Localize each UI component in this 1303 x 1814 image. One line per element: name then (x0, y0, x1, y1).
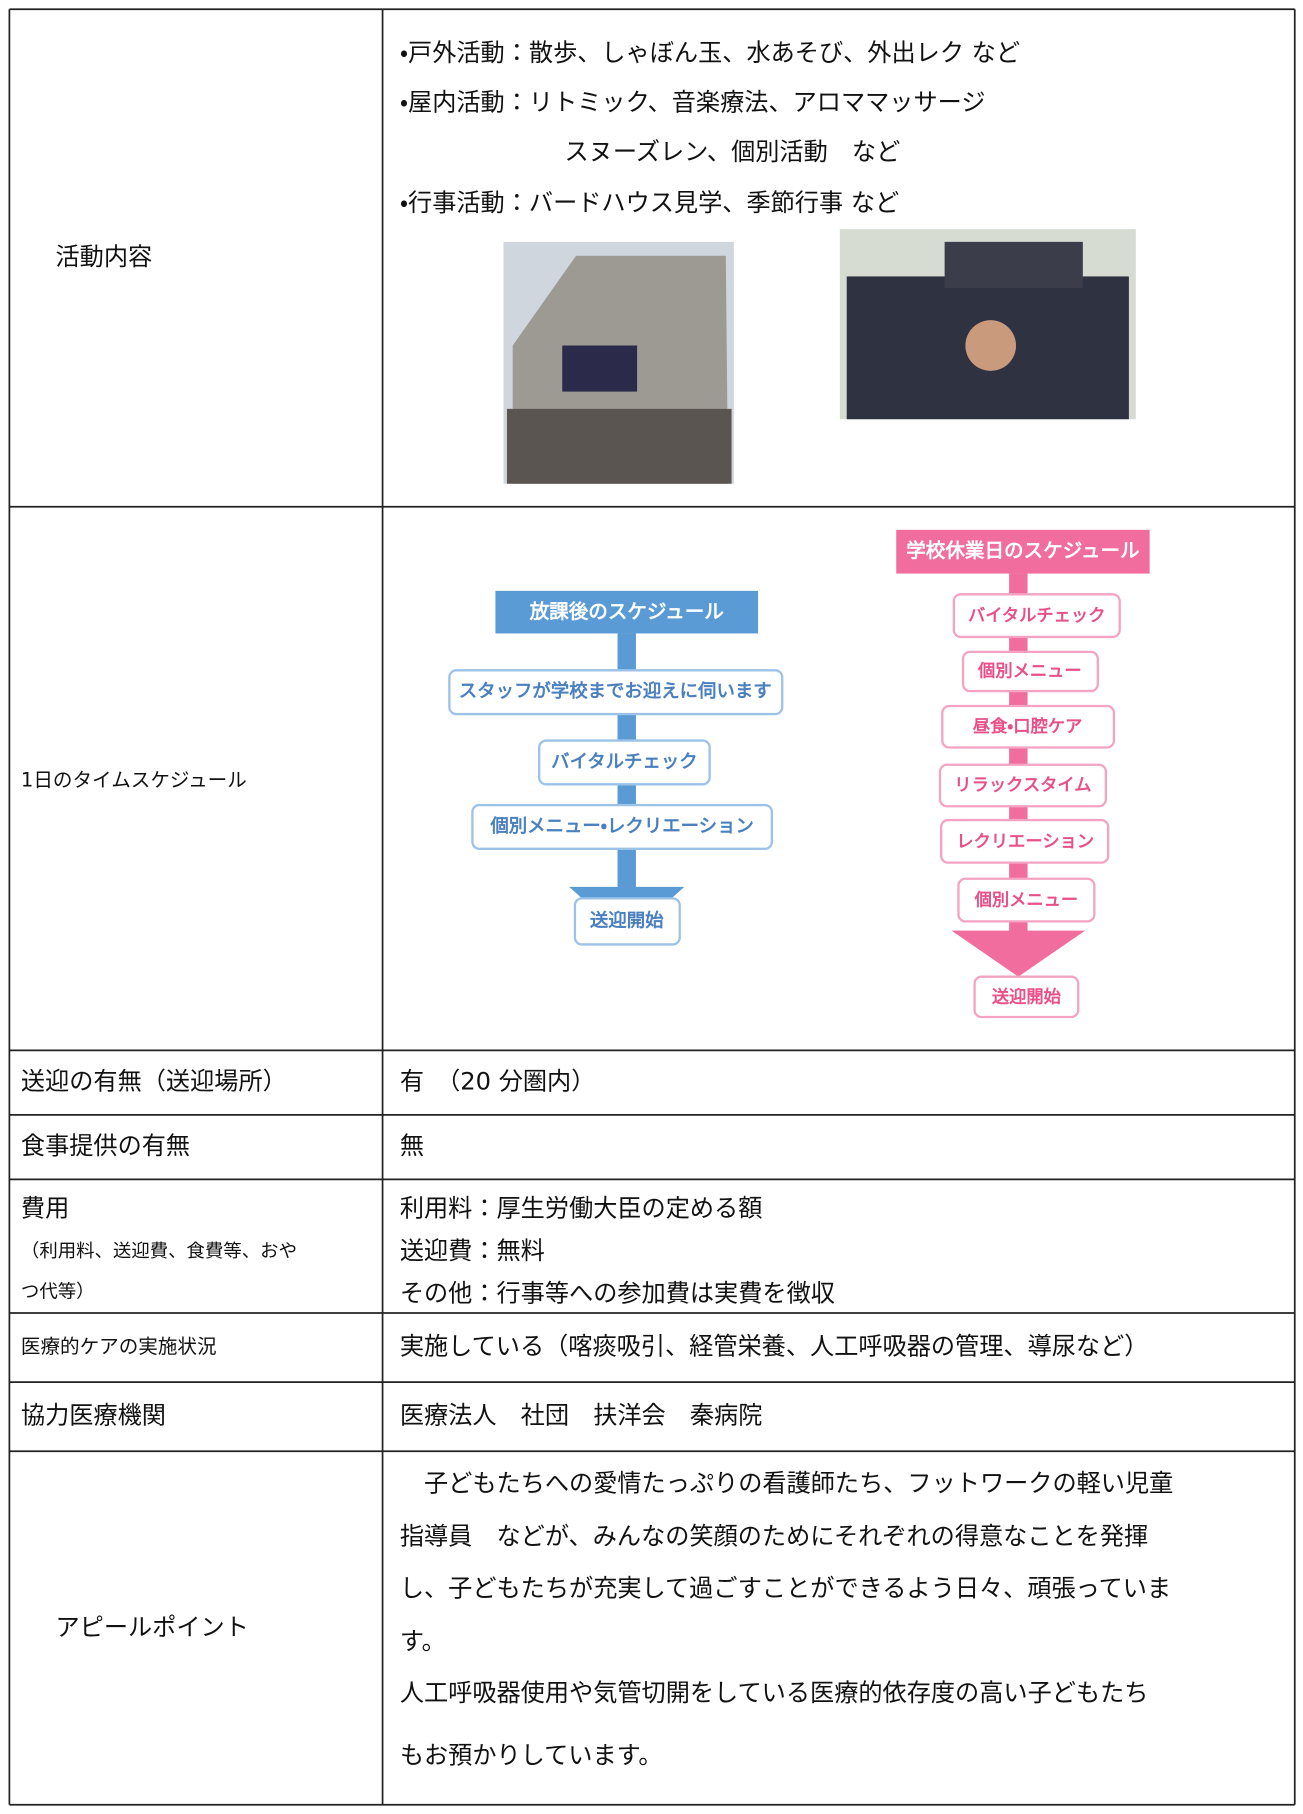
flow-step: 個別メニュー (974, 890, 1079, 911)
row-value: 無 (400, 1132, 424, 1160)
appeal-line: し、子どもたちが充実して過ごすことができるよう日々、頑張っていま (400, 1574, 1171, 1602)
fee-line: 利用料：厚生労働大臣の定める額 (400, 1194, 763, 1222)
row-value: 医療法人 社団 扶洋会 秦病院 (400, 1402, 763, 1430)
flow-step: 個別メニュー・レクリエーション (489, 816, 754, 837)
appeal-line: す。 (400, 1627, 446, 1655)
flow-step: 個別メニュー (977, 660, 1082, 681)
flow-title: 放課後のスケジュール (529, 600, 725, 623)
row-label: 協力医療機関 (21, 1402, 166, 1430)
photo-building (503, 241, 734, 484)
table-grid (8, 8, 1296, 1806)
row-value: 実施している（喀痰吸引、経管栄養、人工呼吸器の管理、導尿など） (400, 1333, 1149, 1361)
row-label: 送迎の有無（送迎場所） (21, 1068, 287, 1096)
flow-step: レクリエーション (956, 832, 1094, 852)
row-label: 活動内容 (55, 243, 152, 271)
flow-end: 送迎開始 (992, 986, 1062, 1007)
row-label: アピールポイント (55, 1614, 248, 1642)
photo-team (839, 229, 1136, 420)
appeal-line: 指導員 などが、みんなの笑顔のためにそれぞれの得意なことを発揮 (400, 1523, 1148, 1551)
fee-line: その他：行事等への参加費は実費を徴収 (400, 1280, 835, 1308)
flow-step: リラックスタイム (954, 775, 1091, 795)
row-label-note: つ代等） (21, 1281, 95, 1302)
holiday-flow: 学校休業日のスケジュール バイタルチェック 個別メニュー 昼食・口腔ケア リラッ… (896, 529, 1150, 1019)
row-label: 医療的ケアの実施状況 (21, 1335, 217, 1358)
activity-line: ・屋内活動：リトミック、音楽療法、アロママッサージ (400, 89, 986, 117)
flow-step: バイタルチェック (968, 606, 1105, 626)
flow-end: 送迎開始 (590, 909, 664, 931)
flow-title: 学校休業日のスケジュール (906, 539, 1140, 562)
activity-line: ・戸外活動：散歩、しゃぼん玉、水あそび、外出レク など (400, 39, 1020, 67)
activity-line: ・行事活動：バードハウス見学、季節行事 など (400, 189, 899, 217)
row-label-note: （利用料、送迎費、食費等、おや (21, 1241, 297, 1262)
appeal-line: 子どもたちへの愛情たっぷりの看護師たち、フットワークの軽い児童 (400, 1470, 1174, 1498)
activity-line: スヌーズレン、個別活動 など (565, 138, 901, 166)
flow-step: 昼食・口腔ケア (973, 716, 1082, 737)
row-label: 食事提供の有無 (21, 1132, 190, 1160)
flow-step: スタッフが学校までお迎えに伺います (459, 680, 772, 702)
flow-step: バイタルチェック (551, 751, 698, 772)
row-value: 有 （20 分圏内） (400, 1068, 596, 1096)
fee-line: 送迎費：無料 (400, 1237, 545, 1265)
row-label: 1日のタイムスケジュール (21, 768, 247, 791)
appeal-line: もお預かりしています。 (400, 1741, 663, 1769)
row-label: 費用 (21, 1194, 69, 1222)
after-school-flow: 放課後のスケジュール スタッフが学校までお迎えに伺います バイタルチェック 個別… (448, 590, 784, 946)
appeal-line: 人工呼吸器使用や気管切開をしている医療的依存度の高い子どもたち (400, 1679, 1149, 1707)
